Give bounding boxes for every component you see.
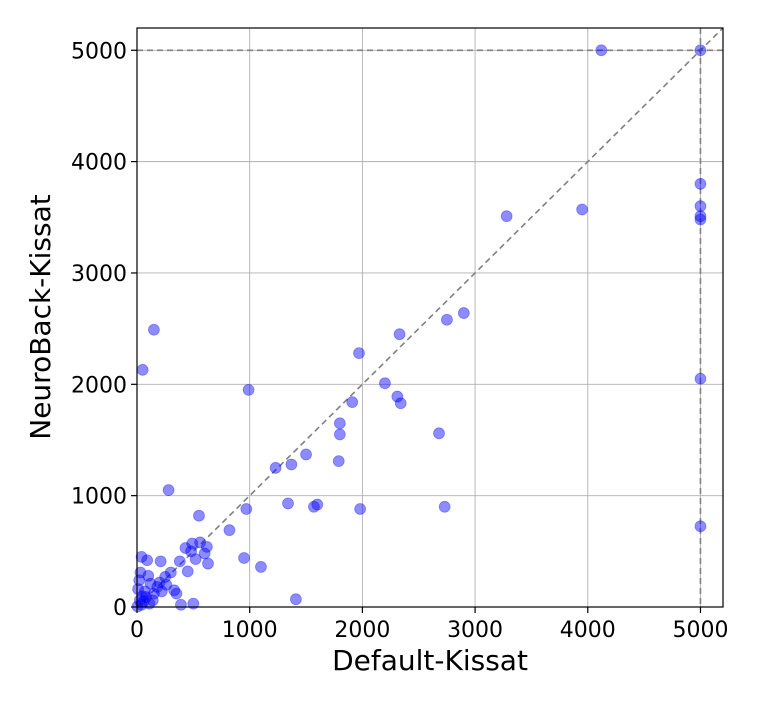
y-axis-ticks: 0 1000 2000 3000 4000 5000: [71, 39, 137, 621]
data-point: [223, 524, 236, 537]
y-tick-label: 3000: [71, 262, 127, 287]
data-point: [308, 500, 320, 513]
data-point: [379, 377, 391, 390]
y-tick-label: 1000: [71, 485, 127, 510]
data-point: [441, 313, 453, 326]
data-point: [333, 428, 346, 441]
x-axis-label: Default-Kissat: [332, 644, 528, 677]
data-point: [170, 587, 183, 600]
data-point: [140, 591, 152, 603]
x-axis-ticks: 0 1000 2000 3000 4000 5000: [130, 607, 728, 643]
data-point: [162, 484, 175, 496]
data-point: [694, 213, 707, 226]
data-point: [311, 498, 324, 511]
data-point: [148, 587, 160, 600]
data-point: [141, 554, 154, 567]
y-tick-label: 2000: [71, 373, 127, 398]
y-tick-label: 4000: [71, 151, 127, 176]
data-point: [151, 581, 164, 593]
data-point: [332, 455, 345, 468]
data-point: [146, 594, 159, 607]
data-point: [144, 577, 157, 590]
data-point: [142, 569, 155, 582]
data-point: [186, 537, 199, 550]
data-point: [255, 561, 267, 573]
data-point: [148, 323, 160, 336]
y-tick-label: 0: [113, 596, 127, 621]
data-point: [138, 585, 151, 598]
data-point: [153, 576, 166, 589]
reference-lines: [136, 27, 724, 608]
data-point: [136, 363, 149, 376]
x-tick-label: 3000: [447, 618, 503, 643]
data-point: [155, 585, 168, 598]
data-point: [154, 555, 167, 568]
data-point: [354, 503, 367, 515]
data-points: [131, 44, 707, 613]
data-point: [185, 545, 197, 558]
data-point: [433, 427, 445, 440]
x-tick-label: 0: [130, 618, 144, 643]
data-point: [694, 200, 707, 213]
data-point: [694, 44, 707, 57]
data-point: [198, 547, 211, 560]
data-point: [289, 593, 302, 606]
data-point: [391, 390, 404, 403]
data-point: [346, 396, 359, 409]
y-tick-label: 5000: [71, 39, 127, 64]
data-point: [333, 417, 346, 430]
y-axis-label: NeuroBack-Kissat: [24, 194, 57, 440]
x-tick-label: 2000: [334, 618, 390, 643]
data-point: [168, 584, 181, 597]
data-point: [694, 520, 707, 533]
reference-line-diagonal: [136, 27, 724, 608]
x-tick-label: 1000: [222, 618, 278, 643]
data-point: [694, 177, 707, 190]
data-point: [189, 553, 202, 566]
data-point: [242, 383, 255, 396]
data-point: [595, 44, 608, 57]
data-point: [202, 557, 214, 570]
data-point: [393, 328, 406, 341]
data-point: [694, 210, 707, 223]
data-point: [134, 566, 147, 579]
data-point: [438, 500, 451, 513]
data-point: [175, 598, 187, 611]
data-point: [132, 583, 145, 596]
data-point: [194, 536, 207, 549]
data-point: [179, 542, 192, 554]
data-point: [240, 503, 253, 515]
plot-frame: [136, 27, 724, 608]
data-point: [300, 448, 312, 461]
x-tick-label: 4000: [560, 618, 616, 643]
data-point: [500, 210, 513, 223]
data-point: [133, 594, 146, 607]
data-point: [353, 347, 365, 360]
data-point: [164, 566, 177, 579]
data-point: [135, 550, 148, 563]
grid-lines: [136, 28, 723, 608]
data-point: [394, 397, 407, 410]
data-point: [457, 307, 470, 319]
x-tick-label: 5000: [672, 618, 728, 643]
data-point: [238, 552, 250, 564]
data-point: [694, 372, 707, 385]
data-point: [576, 203, 589, 216]
data-point: [181, 565, 194, 578]
data-point: [173, 555, 186, 568]
data-point: [200, 540, 213, 553]
data-point: [282, 497, 294, 510]
data-point: [269, 461, 282, 474]
data-point: [160, 578, 173, 591]
data-point: [285, 458, 298, 471]
data-point: [193, 509, 205, 522]
data-point: [159, 571, 172, 583]
